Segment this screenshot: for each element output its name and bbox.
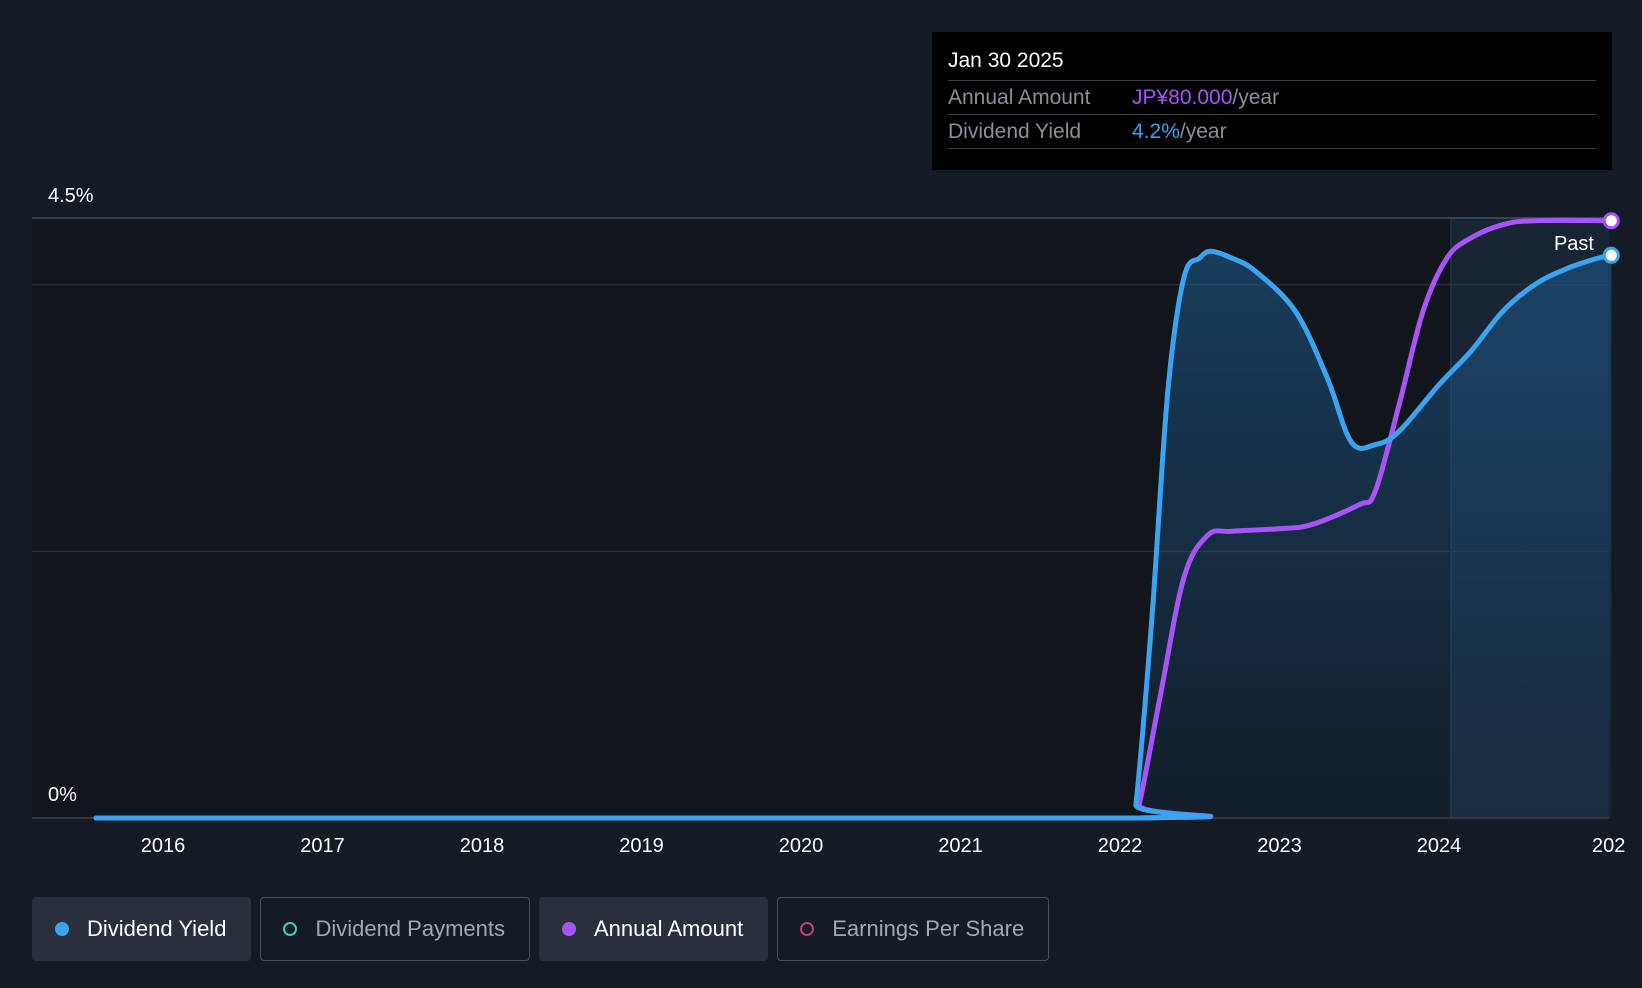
y-axis-max-label: 4.5% — [48, 185, 94, 207]
series-lines — [93, 217, 1614, 821]
tooltip-value: 4.2% — [1132, 120, 1180, 143]
tooltip-unit: /year — [1179, 120, 1227, 143]
annual-amount-endpoint — [1602, 212, 1620, 230]
legend-label: Earnings Per Share — [832, 916, 1025, 941]
legend-dot-icon — [55, 922, 69, 936]
legend-ring-icon — [283, 922, 298, 936]
legend-label: Dividend Yield — [87, 916, 227, 941]
tooltip-label: Annual Amount — [948, 86, 1091, 109]
dividend-yield-area — [96, 251, 1612, 819]
dividend-yield-line — [93, 248, 1614, 821]
tooltip-unit: /year — [1232, 86, 1280, 109]
x-tick-label: 2017 — [300, 835, 345, 857]
x-tick-label: 2018 — [460, 835, 505, 857]
legend-dot-icon — [561, 922, 576, 936]
legend-dividend-yield-button[interactable]: Dividend Yield — [32, 897, 252, 961]
legend-annual-amount-button[interactable]: Annual Amount — [538, 897, 769, 961]
x-tick-label: 2019 — [619, 835, 664, 857]
tooltip: Jan 30 2025 Annual Amount JP¥80.000 /yea… — [932, 32, 1612, 170]
dividend-yield-endpoint — [1602, 246, 1620, 264]
tooltip-row-annual-amount: Annual Amount JP¥80.000 /year — [948, 81, 1596, 115]
series-endpoints — [1602, 212, 1620, 264]
legend-label: Dividend Payments — [315, 916, 505, 941]
past-label: Past — [1554, 233, 1594, 255]
x-tick-label: 2022 — [1098, 835, 1143, 857]
legend: Dividend Yield Dividend Payments Annual … — [32, 897, 1058, 961]
tooltip-value: JP¥80.000 — [1132, 86, 1233, 109]
x-tick-label: 2024 — [1417, 835, 1462, 857]
x-tick-label: 2020 — [779, 835, 824, 857]
x-tick-label: 2021 — [938, 835, 983, 857]
x-tick-label: 2023 — [1257, 835, 1302, 857]
x-tick-label: 2016 — [141, 835, 186, 857]
tooltip-date: Jan 30 2025 — [948, 46, 1596, 81]
legend-dividend-payments-button[interactable]: Dividend Payments — [260, 897, 530, 961]
x-axis-ticks: 2016 2017 2018 2019 2020 2021 2022 2023 2024 202 — [141, 835, 1626, 857]
legend-label: Annual Amount — [593, 916, 744, 941]
tooltip-label: Dividend Yield — [948, 120, 1082, 143]
tooltip-row-dividend-yield: Dividend Yield 4.2% /year — [948, 115, 1596, 149]
x-tick-label: 202 — [1592, 835, 1625, 857]
legend-ring-icon — [800, 922, 815, 936]
y-axis-min-label: 0% — [48, 784, 77, 806]
legend-earnings-per-share-button[interactable]: Earnings Per Share — [777, 897, 1050, 961]
